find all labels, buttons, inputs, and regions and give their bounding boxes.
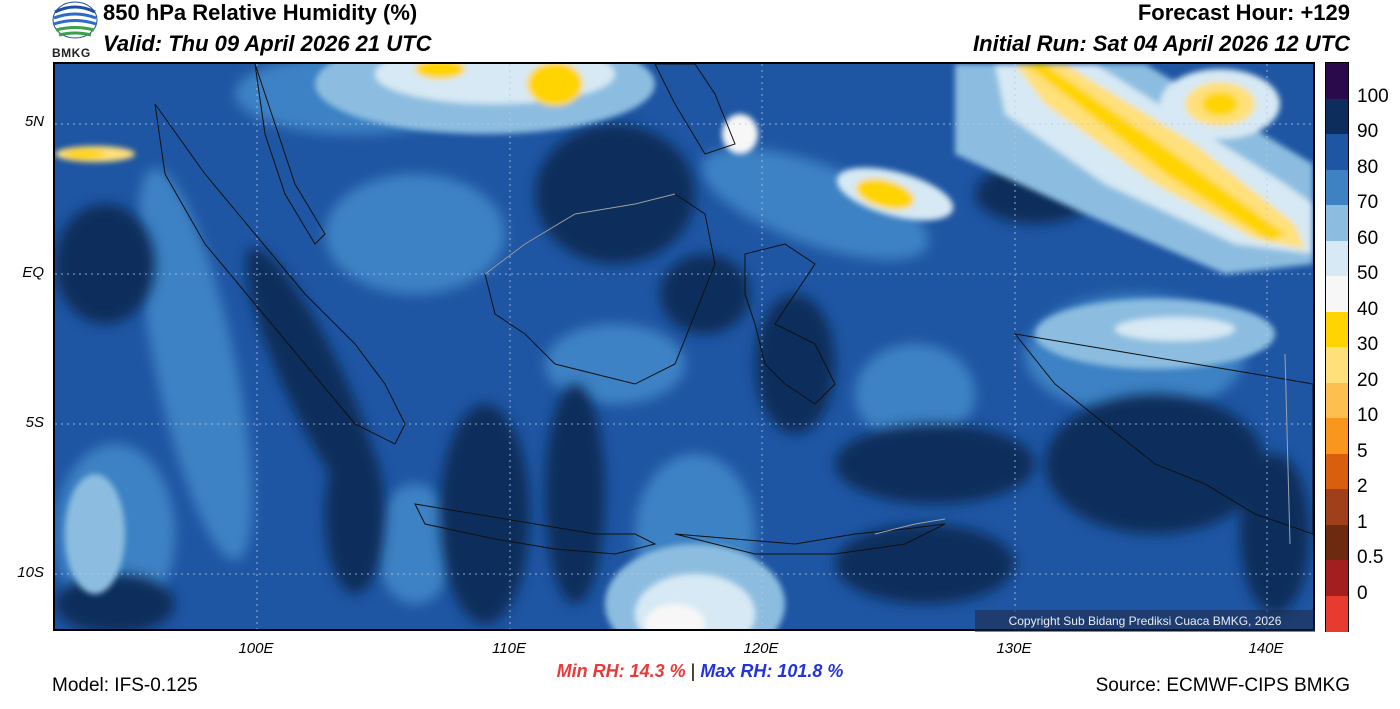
colorbar-label: 1 — [1357, 511, 1368, 533]
source-label: Source: ECMWF-CIPS BMKG — [1095, 675, 1350, 696]
colorbar-label: 80 — [1357, 156, 1379, 178]
lon-label-100e: 100E — [238, 640, 274, 657]
copyright-notice: Copyright Sub Bidang Prediksi Cuaca BMKG… — [975, 610, 1315, 632]
colorbar-segment — [1326, 418, 1348, 454]
logo-label: BMKG — [52, 46, 91, 60]
colorbar-label: 20 — [1357, 369, 1379, 391]
colorbar-segment — [1326, 595, 1348, 632]
max-rh: Max RH: 101.8 % — [700, 661, 844, 681]
colorbar-label: 70 — [1357, 192, 1379, 213]
lon-label-140e: 140E — [1248, 640, 1284, 657]
lon-label-120e: 120E — [743, 640, 779, 657]
valid-time: Valid: Thu 09 April 2026 21 UTC — [103, 31, 432, 56]
colorbar-segment — [1326, 453, 1348, 490]
colorbar-segment — [1326, 134, 1348, 170]
rh-stats: Min RH: 14.3 % | Max RH: 101.8 % — [0, 661, 1400, 682]
lon-label-130e: 130E — [996, 640, 1032, 657]
humidity-map — [53, 62, 1315, 631]
chart-title: 850 hPa Relative Humidity (%) — [103, 0, 418, 25]
colorbar-segment — [1326, 489, 1348, 525]
min-rh: Min RH: 14.3 % — [556, 661, 686, 681]
initial-run: Initial Run: Sat 04 April 2026 12 UTC — [973, 31, 1350, 56]
colorbar — [1325, 62, 1349, 632]
model-label: Model: IFS-0.125 — [52, 675, 198, 696]
colorbar-label: 40 — [1357, 298, 1379, 320]
colorbar-label: 5 — [1357, 440, 1368, 462]
colorbar-segment — [1326, 205, 1348, 241]
lat-label-eq: EQ — [22, 264, 44, 281]
colorbar-label: 0.5 — [1357, 547, 1384, 568]
colorbar-label: 2 — [1357, 476, 1368, 497]
bmkg-logo — [50, 0, 100, 60]
colorbar-label: 50 — [1357, 263, 1379, 284]
colorbar-segment — [1326, 98, 1348, 135]
lon-label-110e: 110E — [492, 640, 526, 657]
colorbar-segment — [1326, 276, 1348, 312]
colorbar-label: 90 — [1357, 121, 1379, 142]
colorbar-segment — [1326, 524, 1348, 561]
colorbar-label: 10 — [1357, 405, 1379, 426]
humidity-field — [55, 64, 1313, 629]
colorbar-segment — [1326, 240, 1348, 277]
lat-label-10s: 10S — [17, 564, 44, 581]
colorbar-label: 0 — [1357, 582, 1368, 604]
colorbar-label: 30 — [1357, 334, 1379, 355]
colorbar-segment — [1326, 560, 1348, 596]
forecast-hour: Forecast Hour: +129 — [1137, 0, 1350, 25]
lat-label-5n: 5N — [24, 113, 44, 130]
colorbar-segment — [1326, 347, 1348, 383]
lat-label-5s: 5S — [25, 414, 44, 431]
stats-separator: | — [690, 661, 696, 681]
colorbar-segment — [1326, 311, 1348, 348]
colorbar-label: 100 — [1357, 85, 1389, 107]
colorbar-segment — [1326, 169, 1348, 206]
colorbar-label: 60 — [1357, 227, 1379, 249]
colorbar-segment — [1326, 382, 1348, 419]
colorbar-segment — [1326, 63, 1348, 99]
